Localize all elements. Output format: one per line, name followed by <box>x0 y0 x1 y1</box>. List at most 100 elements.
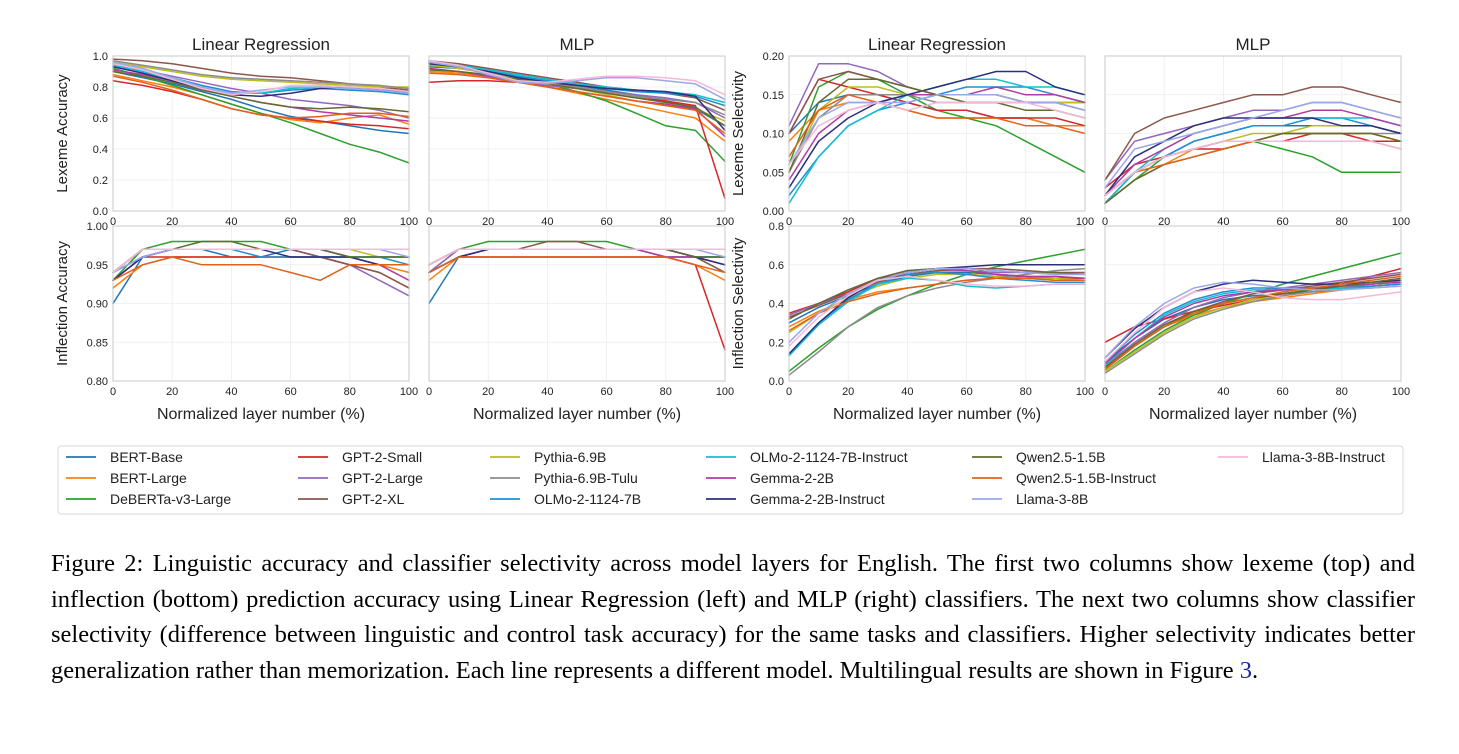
y-axis-label: Inflection Selectivity <box>730 237 747 369</box>
x-tick-label: 80 <box>1336 216 1348 228</box>
x-tick-label: 100 <box>1076 386 1094 398</box>
legend-item-gemma-2-2b: Gemma-2-2B <box>706 470 834 486</box>
x-tick-label: 20 <box>166 216 178 228</box>
x-tick-label: 20 <box>842 386 854 398</box>
x-tick-label: 60 <box>1276 386 1288 398</box>
legend-item-gpt-2-xl: GPT-2-XL <box>298 491 404 507</box>
series-line-qwen2-5-1-5b-instruct <box>428 72 726 135</box>
plot-frame <box>428 55 726 212</box>
series-line-gemma-2-2b <box>1104 109 1402 197</box>
x-tick-label: 40 <box>1217 216 1229 228</box>
panel-title: Linear Regression <box>868 35 1006 54</box>
plot-frame <box>1104 55 1402 212</box>
legend: BERT-Base BERT-Large DeBERTa-v3-Large GPT-2… <box>57 445 1404 515</box>
x-tick-label: 0 <box>1102 386 1108 398</box>
y-tick-label: 0.80 <box>87 376 108 388</box>
series-line-qwen2-5-1-5b-instruct <box>788 94 1086 158</box>
panel-5: 0 20 40 60 80 100 0.80 0.85 0.90 0.95 1.00 Inflecti… <box>54 221 418 423</box>
series-line-llama-3-8b <box>112 61 410 94</box>
series-line-bert-large <box>1104 283 1402 369</box>
plot-frame <box>428 225 726 382</box>
x-tick-label: 60 <box>960 386 972 398</box>
plot-frame <box>112 225 410 382</box>
legend-label: GPT-2-XL <box>342 491 404 507</box>
x-axis-label: Normalized layer number (%) <box>833 406 1041 423</box>
series-line-pythia-6-9b <box>112 61 410 88</box>
y-axis-label: Lexeme Accuracy <box>54 74 71 193</box>
panel-2: 0 20 40 60 80 100 MLP <box>426 35 734 228</box>
series-line-gpt-2-small <box>788 78 1086 135</box>
x-tick-label: 60 <box>600 386 612 398</box>
panel-title: MLP <box>560 35 595 54</box>
series-line-gpt-2-xl <box>112 248 410 289</box>
x-tick-label: 100 <box>1392 216 1410 228</box>
series-line-llama-3-8b <box>1104 101 1402 189</box>
plot-frame <box>112 55 410 212</box>
legend-label: OLMo-2-1124-7B-Instruct <box>750 449 908 465</box>
legend-label: Pythia-6.9B-Tulu <box>534 470 638 486</box>
x-tick-label: 60 <box>960 216 972 228</box>
x-axis-label: Normalized layer number (%) <box>1149 406 1357 423</box>
caption-end: . <box>1252 656 1259 684</box>
plot-frame <box>1104 225 1402 382</box>
legend-label: BERT-Base <box>110 449 183 465</box>
panel-8: 0 20 40 60 80 100 Normalized layer number (%) <box>1102 225 1410 423</box>
x-tick-label: 0 <box>426 386 432 398</box>
panel-1: 0 20 40 60 80 100 0.0 0.2 0.4 0.6 0.8 1.0 Linear Reg… <box>54 35 418 228</box>
series-line-llama-3-8b <box>1104 281 1402 359</box>
series-line-llama-3-8b-instruct <box>788 275 1086 347</box>
y-axis-label: Inflection Accuracy <box>54 240 71 366</box>
legend-item-gemma-2-2b-instruct: Gemma-2-2B-Instruct <box>706 491 885 507</box>
x-tick-label: 100 <box>400 386 418 398</box>
legend-label: Gemma-2-2B-Instruct <box>750 491 885 507</box>
x-tick-label: 80 <box>660 216 672 228</box>
x-tick-label: 40 <box>1217 386 1229 398</box>
figure: 0 20 40 60 80 100 0.0 0.2 0.4 0.6 0.8 1.0 Linear Reg… <box>54 35 1410 515</box>
series-line-gpt-2-xl <box>1104 86 1402 181</box>
series-line-llama-3-8b-instruct <box>1104 140 1402 197</box>
x-tick-label: 100 <box>716 386 734 398</box>
series-line-qwen2-5-1-5b-instruct <box>1104 275 1402 371</box>
series-line-olmo-2-1124-7b-instruct <box>1104 285 1402 367</box>
legend-item-llama-3-8b-instruct: Llama-3-8B-Instruct <box>1218 449 1385 465</box>
legend-label: OLMo-2-1124-7B <box>534 491 641 507</box>
legend-item-pythia-6-9b-tulu: Pythia-6.9B-Tulu <box>490 470 638 486</box>
legend-item-olmo-2-1124-7b-instruct: OLMo-2-1124-7B-Instruct <box>706 449 908 465</box>
caption-figure-ref[interactable]: 3 <box>1239 656 1253 684</box>
series-line-llama-3-8b-instruct <box>428 59 726 96</box>
y-tick-label: 1.00 <box>87 221 108 233</box>
x-tick-label: 20 <box>166 386 178 398</box>
series-line-gpt-2-small <box>428 80 726 200</box>
x-tick-label: 60 <box>284 216 296 228</box>
y-tick-label: 0.6 <box>769 260 784 272</box>
x-tick-label: 40 <box>901 386 913 398</box>
legend-label: Qwen2.5-1.5B-Instruct <box>1016 470 1156 486</box>
x-tick-label: 100 <box>716 216 734 228</box>
legend-label: Gemma-2-2B <box>750 470 834 486</box>
y-tick-label: 0.4 <box>93 144 108 156</box>
x-axis-label: Normalized layer number (%) <box>157 406 365 423</box>
x-tick-label: 20 <box>842 216 854 228</box>
legend-item-gpt-2-large: GPT-2-Large <box>298 470 423 486</box>
series-line-olmo-2-1124-7b-instruct <box>788 277 1086 357</box>
series-line-qwen2-5-1-5b <box>428 69 726 127</box>
series-line-llama-3-8b <box>788 94 1086 166</box>
series-line-olmo-2-1124-7b <box>788 271 1086 355</box>
legend-item-olmo-2-1124-7b: OLMo-2-1124-7B <box>490 491 641 507</box>
x-tick-label: 80 <box>1336 386 1348 398</box>
x-tick-label: 60 <box>284 386 296 398</box>
legend-label: BERT-Large <box>110 470 187 486</box>
x-tick-label: 100 <box>400 216 418 228</box>
x-tick-label: 40 <box>225 386 237 398</box>
series-line-qwen2-5-1-5b <box>112 70 410 113</box>
legend-label: Qwen2.5-1.5B <box>1016 449 1106 465</box>
x-tick-label: 20 <box>482 386 494 398</box>
x-tick-label: 80 <box>1020 386 1032 398</box>
legend-box <box>57 445 1404 515</box>
y-tick-label: 0.85 <box>87 337 108 349</box>
series-line-llama-3-8b-instruct <box>1104 287 1402 363</box>
y-tick-label: 0.95 <box>87 260 108 272</box>
figure-canvas: 0 20 40 60 80 100 0.0 0.2 0.4 0.6 0.8 1.0 Linear Reg… <box>54 35 1410 515</box>
y-tick-label: 0.90 <box>87 299 108 311</box>
legend-item-bert-large: BERT-Large <box>66 470 187 486</box>
